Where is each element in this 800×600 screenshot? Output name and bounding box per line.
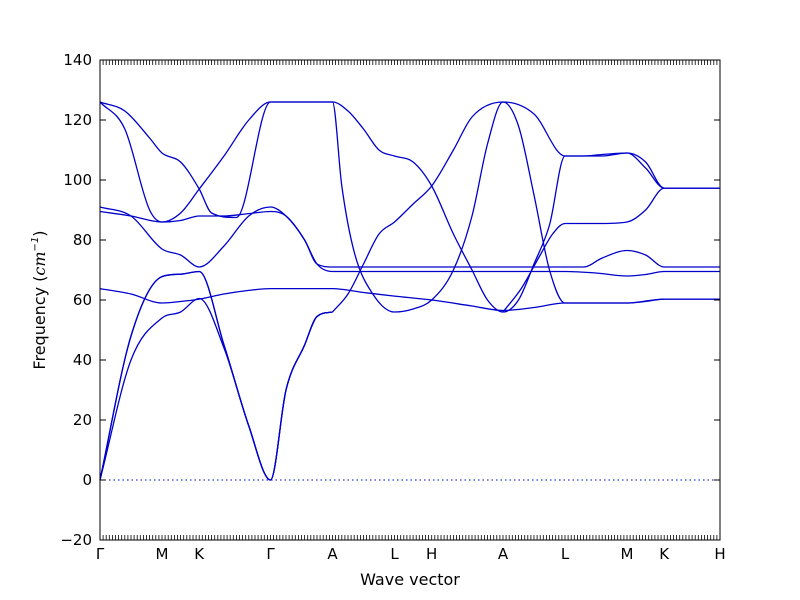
y-axis-label: Frequency (cm−1) bbox=[30, 230, 49, 369]
phonon-band-10 bbox=[502, 187, 720, 313]
x-tick-label-12: H bbox=[714, 545, 725, 563]
y-tick-label: 60 bbox=[73, 291, 92, 309]
y-tick-label: 100 bbox=[63, 171, 92, 189]
phonon-band-5 bbox=[99, 206, 720, 268]
phonon-band-6 bbox=[99, 210, 720, 277]
phonon-band-8 bbox=[99, 101, 720, 313]
y-axis-label-unit: cm bbox=[30, 251, 49, 275]
x-tick-label-8: A bbox=[498, 545, 509, 563]
y-axis-label-text: Frequency ( bbox=[30, 276, 49, 370]
axis-ticks bbox=[99, 59, 721, 541]
y-tick-label: 0 bbox=[82, 471, 92, 489]
phonon-band-3 bbox=[99, 270, 333, 481]
x-tick-label-9: L bbox=[561, 545, 570, 563]
y-axis-label-exponent: −1 bbox=[30, 237, 41, 252]
x-tick-label-11: K bbox=[659, 545, 670, 563]
x-tick-label-7: H bbox=[426, 545, 437, 563]
x-tick-label-5: A bbox=[327, 545, 338, 563]
plot-frame bbox=[99, 59, 721, 541]
y-tick-label: −20 bbox=[60, 531, 92, 549]
y-axis-label-close: ) bbox=[30, 230, 49, 236]
x-tick-label-2: M bbox=[156, 545, 169, 563]
y-tick-label: 40 bbox=[73, 351, 92, 369]
x-tick-label-3: K bbox=[194, 545, 205, 563]
y-tick-label: 120 bbox=[63, 111, 92, 129]
x-tick-label-4: Γ bbox=[266, 545, 275, 563]
y-tick-label: 80 bbox=[73, 231, 92, 249]
x-tick-label-6: L bbox=[390, 545, 399, 563]
x-tick-label-10: M bbox=[621, 545, 634, 563]
x-axis-label: Wave vector bbox=[360, 570, 460, 589]
y-tick-label: 140 bbox=[63, 51, 92, 69]
y-tick-label: 20 bbox=[73, 411, 92, 429]
band-lines bbox=[99, 101, 720, 481]
x-tick-label-1: Γ bbox=[96, 545, 105, 563]
y-tick-labels: −20 0 20 40 60 80 100 120 140 bbox=[60, 51, 92, 549]
phonon-band-9 bbox=[332, 101, 720, 313]
